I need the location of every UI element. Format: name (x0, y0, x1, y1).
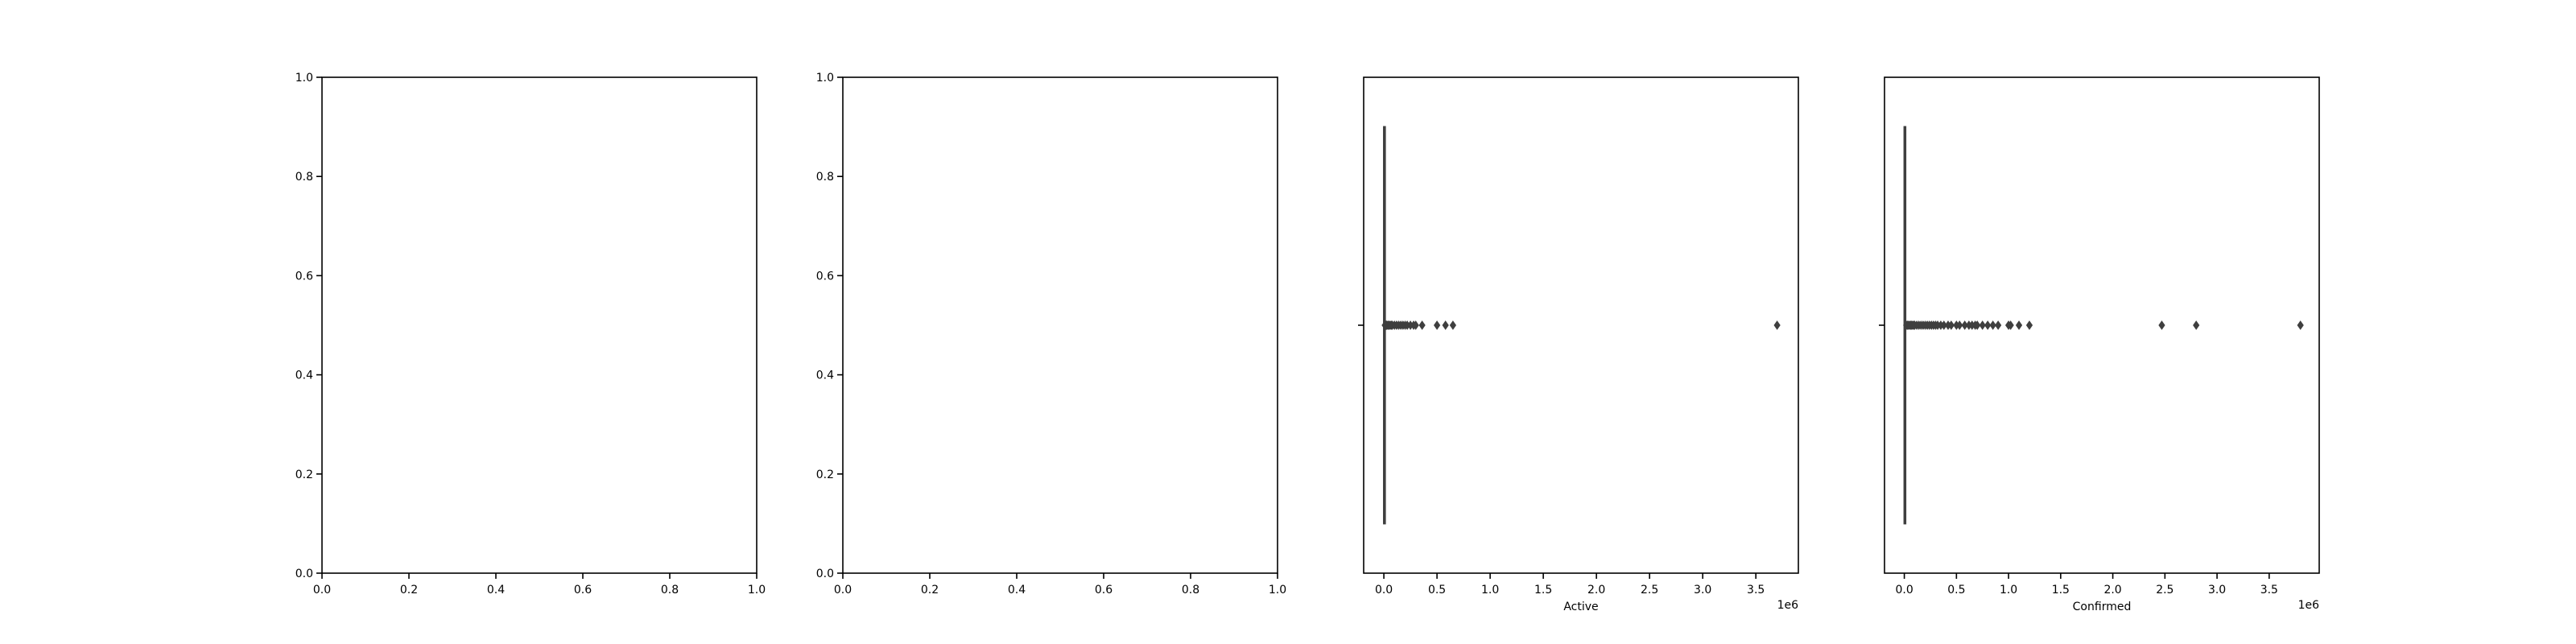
outlier-point (1984, 320, 1992, 330)
x-offset-label: 1e6 (1777, 599, 1799, 612)
x-tick-label: 2.0 (1587, 584, 1605, 597)
x-tick-label: 0.4 (487, 584, 505, 597)
x-tick-label: 3.0 (1694, 584, 1711, 597)
outlier-point (2007, 320, 2014, 330)
x-tick-label: 1.0 (748, 584, 766, 597)
y-tick-label: 0.8 (816, 171, 834, 184)
outlier-point (1956, 320, 1963, 330)
x-tick-label: 3.5 (1747, 584, 1765, 597)
x-axis-label: Active (1563, 601, 1598, 613)
plot-frame (1884, 76, 2320, 574)
plot-frame (842, 76, 1278, 574)
outlier-point (1974, 320, 1981, 330)
outlier-point (1449, 320, 1457, 330)
x-tick-label: 0.5 (1428, 584, 1446, 597)
x-tick-label: 3.5 (2260, 584, 2278, 597)
x-tick-label: 0.8 (1182, 584, 1199, 597)
y-tick-label: 0.0 (816, 568, 834, 580)
outlier-point (1989, 320, 1996, 330)
x-offset-label: 1e6 (2298, 599, 2320, 612)
x-tick-label: 0.0 (1375, 584, 1393, 597)
x-tick-label: 1.5 (2052, 584, 2070, 597)
x-tick-label: 1.0 (1481, 584, 1499, 597)
x-tick-label: 0.0 (1895, 584, 1913, 597)
y-tick-label: 0.4 (295, 369, 313, 382)
outlier-point (2158, 320, 2165, 330)
outlier-point (1947, 320, 1955, 330)
outlier-point (1412, 320, 1419, 330)
outlier-point (2297, 320, 2304, 330)
x-tick-label: 0.8 (661, 584, 679, 597)
outlier-point (1979, 320, 1986, 330)
x-tick-label: 0.0 (313, 584, 331, 597)
x-tick-label: 0.6 (1095, 584, 1113, 597)
y-tick-label: 0.0 (295, 568, 313, 580)
outlier-point (1418, 320, 1426, 330)
subplot-1: 0.0 0.2 0.4 0.6 0.8 1.0 0.0 0.2 0.4 0.6 0.8 1.0 (295, 72, 766, 597)
x-tick-label: 1.0 (2000, 584, 2017, 597)
subplot-3-active-boxplot: 0.0 0.5 1.0 1.5 2.0 2.5 3.0 3.5 Active 1e6 (1358, 76, 1799, 613)
x-tick-label: 0.6 (574, 584, 592, 597)
x-tick-label: 0.4 (1008, 584, 1026, 597)
x-tick-label: 2.5 (1641, 584, 1658, 597)
outlier-point (1995, 320, 2002, 330)
y-tick-label: 0.4 (816, 369, 834, 382)
x-tick-label: 1.0 (1269, 584, 1286, 597)
outlier-point (2193, 320, 2200, 330)
x-tick-label: 0.2 (400, 584, 418, 597)
x-tick-label: 0.5 (1947, 584, 1965, 597)
x-tick-label: 3.0 (2208, 584, 2226, 597)
subplot-2: 0.0 0.2 0.4 0.6 0.8 1.0 0.0 0.2 0.4 0.6 0.8 1.0 (816, 72, 1286, 597)
outlier-point (2025, 320, 2033, 330)
subplot-4-confirmed-boxplot: 0.0 0.5 1.0 1.5 2.0 2.5 3.0 3.5 Confirmed 1e6 (1879, 76, 2320, 613)
x-tick-label: 2.5 (2156, 584, 2174, 597)
outlier-point (1773, 320, 1781, 330)
y-tick-label: 0.2 (295, 469, 313, 481)
outlier-point (1442, 320, 1449, 330)
x-tick-label: 0.2 (921, 584, 939, 597)
x-tick-label: 2.0 (2103, 584, 2121, 597)
y-tick-label: 1.0 (295, 72, 313, 85)
y-tick-label: 0.2 (816, 469, 834, 481)
plot-frame (321, 76, 758, 574)
y-tick-label: 0.6 (816, 270, 834, 283)
x-tick-label: 1.5 (1534, 584, 1552, 597)
y-tick-label: 1.0 (816, 72, 834, 85)
outlier-point (1433, 320, 1441, 330)
x-tick-label: 0.0 (834, 584, 852, 597)
y-tick-label: 0.8 (295, 171, 313, 184)
plot-frame (1363, 76, 1799, 574)
y-tick-label: 0.6 (295, 270, 313, 283)
x-axis-label: Confirmed (2073, 601, 2132, 613)
outlier-point (2015, 320, 2023, 330)
